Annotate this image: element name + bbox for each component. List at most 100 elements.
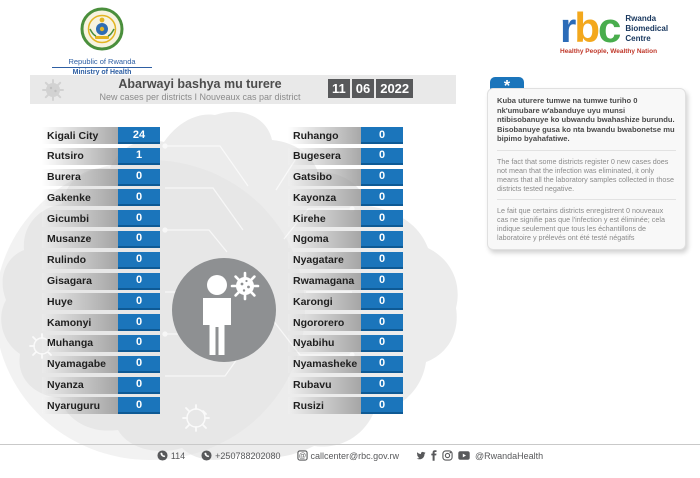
district-name: Huye [42,293,118,311]
district-name: Bugesera [288,147,361,165]
district-name: Burera [42,168,118,186]
district-name: Gicumbi [42,210,118,228]
district-name: Nyanza [42,376,118,394]
district-row: Nyamagabe 0 [42,355,160,373]
notice-separator [497,198,676,200]
header-band: Abarwayi bashya mu turere New cases per … [30,75,456,104]
rwanda-coat-of-arms-icon [80,7,124,51]
district-case-count: 0 [361,355,403,373]
page-subtitle: New cases per districts I Nouveaux cas p… [99,92,301,102]
notice-french: Le fait que certains districts enregistr… [497,205,665,242]
district-name: Gatsibo [288,168,361,186]
gov-line1: Republic of Rwanda [52,57,152,68]
header-titles: Abarwayi bashya mu turere New cases per … [70,77,330,102]
district-case-count: 0 [361,251,403,269]
rbc-name-line1: Rwanda [625,14,657,23]
district-case-count: 0 [361,376,403,394]
district-name: Rwamagana [288,272,361,290]
district-case-count: 0 [118,272,160,290]
footer-divider [0,444,700,445]
district-name: Nyagatare [288,251,361,269]
district-name: Ngoma [288,230,361,248]
footer-contact-bar: 114 +250788202080 @ callcenter@rbc.gov.r… [0,450,700,461]
district-row: Rulindo 0 [42,251,160,269]
district-case-count: 0 [118,251,160,269]
district-case-count: 0 [118,376,160,394]
district-case-count: 0 [361,314,403,332]
district-row: Muhanga 0 [42,334,160,352]
district-name: Rubavu [288,376,361,394]
district-case-count: 0 [361,293,403,311]
district-name: Gakenke [42,189,118,207]
district-row: Gicumbi 0 [42,210,160,228]
district-row: Kamonyi 0 [42,314,160,332]
district-name: Nyaruguru [42,397,118,415]
district-row: Ruhango 0 [288,127,403,144]
district-row: Nyabihu 0 [288,334,403,352]
district-name: Rusizi [288,397,361,415]
date-year: 2022 [376,79,414,98]
government-logo: Republic of Rwanda Ministry of Health [52,7,152,76]
district-case-count: 0 [361,127,403,144]
rbc-tagline: Healthy People, Wealthy Nation [560,48,658,55]
district-name: Ruhango [288,127,361,144]
email-item: @ callcenter@rbc.gov.rw [296,450,400,461]
notice-separator [497,149,676,151]
district-row: Burera 0 [42,168,160,186]
district-row: Ngoma 0 [288,230,403,248]
district-case-count: 0 [361,334,403,352]
district-name: Karongi [288,293,361,311]
district-name: Kirehe [288,210,361,228]
rbc-letter-r: r [560,4,576,51]
district-name: Kamonyi [42,314,118,332]
report-date: 11 06 2022 [328,79,415,98]
district-name: Nyamasheke [288,355,361,373]
twitter-icon [416,451,426,459]
rbc-letters: rbc [560,7,621,49]
district-case-count: 0 [118,230,160,248]
district-row: Kigali City 24 [42,127,160,144]
social-item: @RwandaHealth [415,450,543,461]
district-row: Ngororero 0 [288,314,403,332]
district-list-right: Ruhango 0 Bugesera 0 Gatsibo 0 Kayonza 0 Kirehe 0… [288,127,403,418]
district-case-count: 0 [118,168,160,186]
district-row: Kayonza 0 [288,189,403,207]
district-case-count: 0 [361,189,403,207]
district-row: Rubavu 0 [288,376,403,394]
district-name: Kayonza [288,189,361,207]
facebook-icon [431,450,437,461]
hotline-item: 114 [157,450,185,461]
date-day: 11 [328,79,350,98]
district-name: Kigali City [42,127,118,144]
district-row: Karongi 0 [288,293,403,311]
phone-item: +250788202080 [201,450,281,461]
district-case-count: 0 [118,314,160,332]
district-case-count: 24 [118,127,160,144]
district-case-count: 1 [118,147,160,165]
district-row: Rusizi 0 [288,397,403,415]
svg-text:@: @ [298,451,305,460]
district-case-count: 0 [118,293,160,311]
district-name: Rulindo [42,251,118,269]
district-row: Kirehe 0 [288,210,403,228]
rbc-name: Rwanda Biomedical Centre [625,14,668,44]
social-handle: @RwandaHealth [475,450,544,461]
district-name: Nyabihu [288,334,361,352]
email-address: callcenter@rbc.gov.rw [310,450,400,461]
district-name: Nyamagabe [42,355,118,373]
hotline-number: 114 [170,450,186,461]
district-row: Nyaruguru 0 [42,397,160,415]
virus-icon [42,79,64,101]
phone-icon [157,450,168,461]
district-row: Nyamasheke 0 [288,355,403,373]
instagram-icon [442,450,453,461]
rbc-name-line2: Biomedical [625,24,669,33]
rbc-letter-b: b [574,4,600,51]
district-row: Musanze 0 [42,230,160,248]
district-row: Gisagara 0 [42,272,160,290]
page-title: Abarwayi bashya mu turere [118,77,282,91]
district-row: Huye 0 [42,293,160,311]
youtube-icon [458,451,470,460]
district-row: Bugesera 0 [288,147,403,165]
notice-english: The fact that some districts register 0 … [497,156,674,193]
